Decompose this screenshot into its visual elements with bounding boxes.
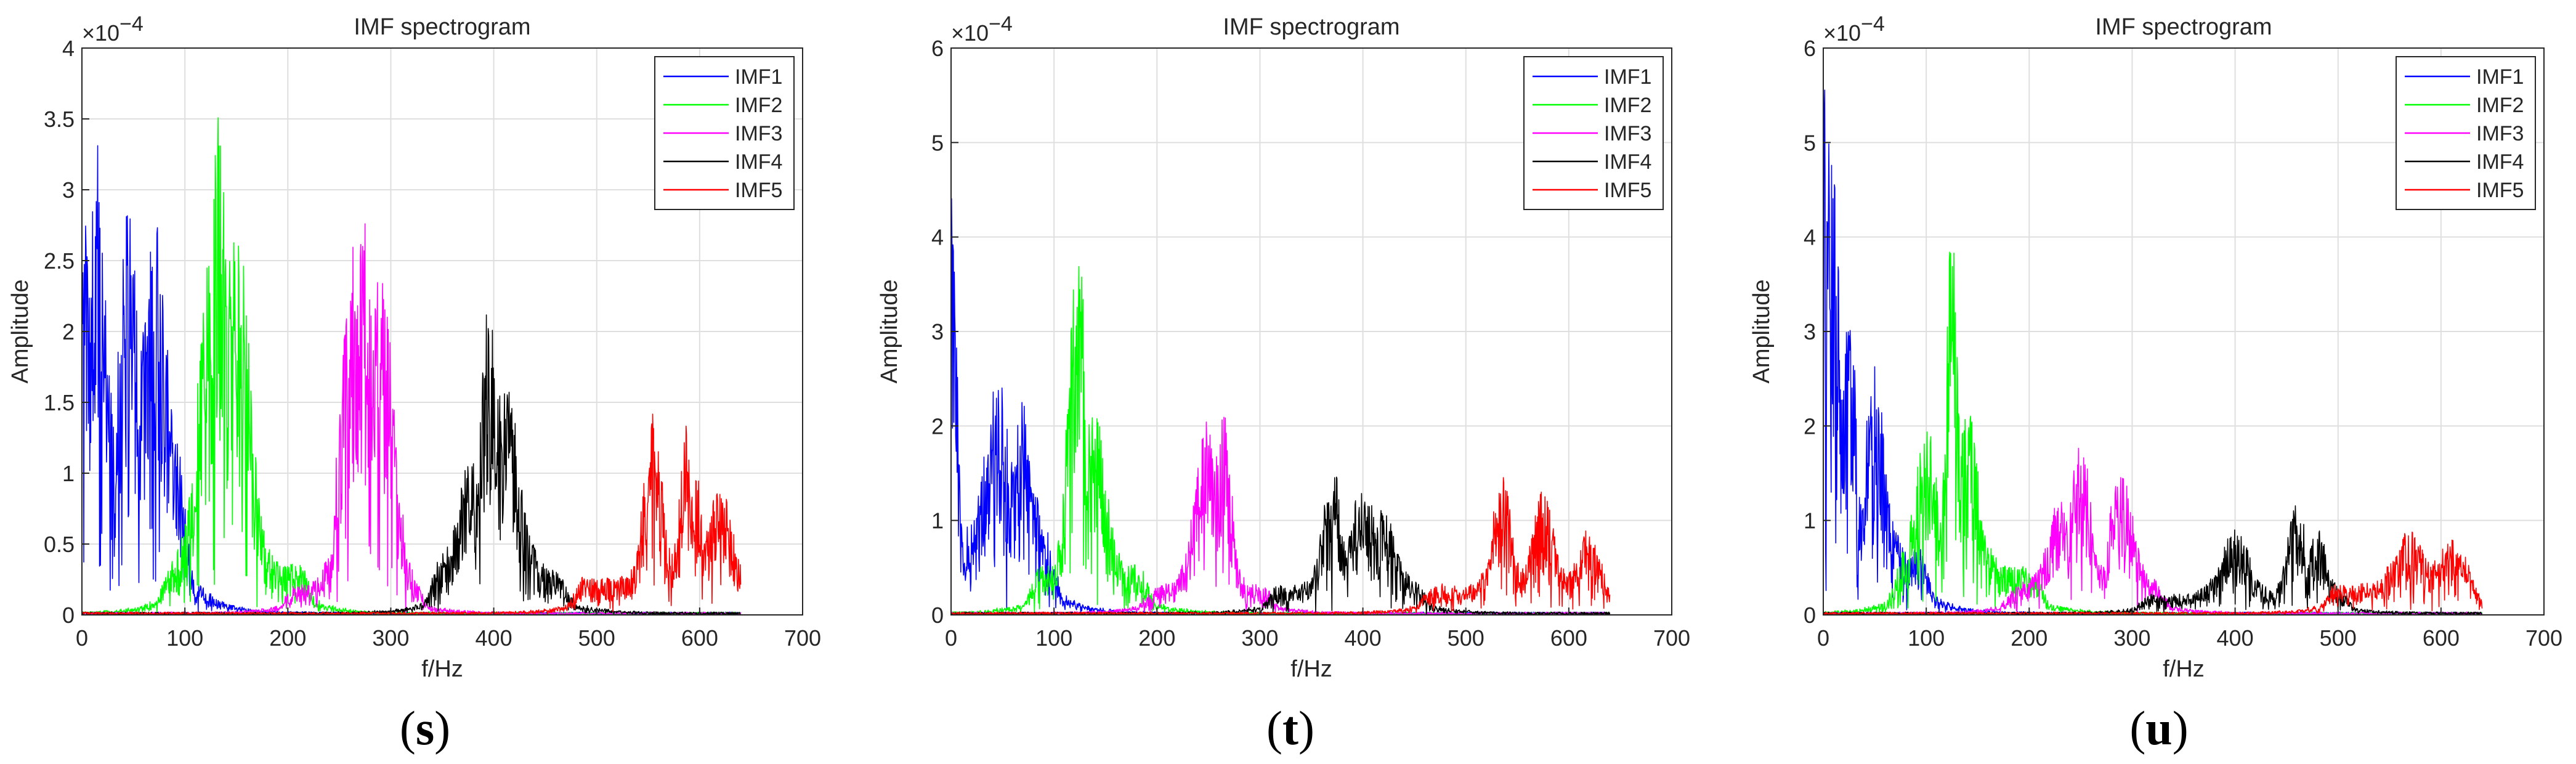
legend-label-imf2: IMF2 [735, 94, 782, 117]
x-tick-label: 0 [1817, 625, 1829, 651]
x-tick-label: 600 [681, 625, 718, 651]
y-tick-label: 0 [62, 603, 75, 628]
y-tick-label: 2 [931, 413, 944, 439]
y-axis-label: Amplitude [1749, 280, 1775, 384]
x-tick-label: 300 [1241, 625, 1278, 651]
y-tick-label: 4 [931, 225, 944, 250]
y-tick-label: 4 [62, 36, 75, 61]
y-tick-label: 3 [62, 177, 75, 203]
y-tick-label: 0 [931, 603, 944, 628]
x-tick-label: 700 [784, 625, 821, 651]
x-axis-label: f/Hz [421, 656, 463, 682]
y-axis-label: Amplitude [877, 280, 902, 384]
y-tick-label: 2.5 [44, 248, 75, 274]
y-tick-label: 1 [1804, 508, 1816, 534]
legend-label-imf2: IMF2 [2476, 94, 2524, 117]
y-tick-label: 5 [931, 130, 944, 155]
legend-label-imf3: IMF3 [2476, 122, 2524, 145]
legend-label-imf1: IMF1 [1604, 65, 1651, 89]
legend: IMF1 IMF2 IMF3 IMF4 IMF5 [654, 56, 795, 210]
y-tick-label: 1 [62, 461, 75, 486]
legend: IMF1 IMF2 IMF3 IMF4 IMF5 [2396, 56, 2536, 210]
x-tick-label: 100 [166, 625, 203, 651]
y-tick-label: 0 [1804, 603, 1816, 628]
panel-caption: (t) [1266, 701, 1314, 755]
legend-label-imf3: IMF3 [735, 122, 782, 145]
x-tick-label: 300 [372, 625, 409, 651]
series-line-imf5 [951, 477, 1611, 615]
chart-title: IMF spectrogram [1223, 14, 1399, 40]
y-exponent-label: ×10−4 [1823, 12, 1885, 46]
x-tick-label: 400 [2217, 625, 2254, 651]
legend-label-imf4: IMF4 [2476, 150, 2524, 174]
legend-label-imf3: IMF3 [1604, 122, 1651, 145]
x-tick-label: 600 [2423, 625, 2460, 651]
panel-caption: (u) [2129, 701, 2188, 755]
x-axis-label: f/Hz [1290, 656, 1332, 682]
y-axis-label: Amplitude [7, 280, 33, 384]
x-tick-label: 100 [1908, 625, 1945, 651]
y-tick-label: 1.5 [44, 390, 75, 415]
legend: IMF1 IMF2 IMF3 IMF4 IMF5 [1523, 56, 1664, 210]
legend-label-imf4: IMF4 [1604, 150, 1651, 174]
y-tick-label: 2 [62, 319, 75, 344]
chart-panel-s: 0 100 200 300 400 500 600 700 0 0.5 1 1.5 2 2.5 3 3.5 4 ×… [7, 12, 821, 682]
x-tick-label: 100 [1035, 625, 1072, 651]
y-tick-label: 3 [931, 319, 944, 344]
chart-panel-t: 0 100 200 300 400 500 600 700 0 1 2 3 4 5 6 ×10−4 IMF sp… [877, 12, 1690, 682]
x-axis-label: f/Hz [2163, 656, 2205, 682]
y-exponent-label: ×10−4 [82, 12, 144, 46]
chart-panel-u: 0 100 200 300 400 500 600 700 0 1 2 3 4 5 6 ×10−4 IMF sp… [1749, 12, 2562, 682]
x-tick-label: 0 [76, 625, 88, 651]
x-tick-label: 400 [1345, 625, 1382, 651]
y-exponent-label: ×10−4 [951, 12, 1013, 46]
y-tick-label: 6 [1804, 36, 1816, 61]
y-tick-label: 3 [1804, 319, 1816, 344]
x-tick-label: 300 [2113, 625, 2150, 651]
x-tick-label: 0 [945, 625, 957, 651]
legend-label-imf5: IMF5 [1604, 179, 1651, 202]
x-tick-label: 500 [578, 625, 615, 651]
y-tick-label: 6 [931, 36, 944, 61]
legend-label-imf4: IMF4 [735, 150, 782, 174]
legend-label-imf5: IMF5 [2476, 179, 2524, 202]
x-tick-label: 200 [2011, 625, 2047, 651]
series-line-imf5 [1823, 531, 2483, 615]
y-tick-label: 1 [931, 508, 944, 534]
y-tick-label: 4 [1804, 225, 1816, 250]
chart-title: IMF spectrogram [354, 14, 530, 40]
y-tick-label: 5 [1804, 130, 1816, 155]
y-tick-label: 3.5 [44, 107, 75, 132]
legend-label-imf2: IMF2 [1604, 94, 1651, 117]
y-tick-label: 2 [1804, 413, 1816, 439]
x-tick-label: 700 [1653, 625, 1690, 651]
x-tick-label: 700 [2525, 625, 2562, 651]
panel-caption: (s) [400, 701, 450, 755]
legend-label-imf5: IMF5 [735, 179, 782, 202]
x-tick-label: 600 [1550, 625, 1587, 651]
y-tick-label: 0.5 [44, 532, 75, 557]
x-tick-label: 500 [1448, 625, 1484, 651]
legend-label-imf1: IMF1 [735, 65, 782, 89]
chart-title: IMF spectrogram [2095, 14, 2272, 40]
legend-label-imf1: IMF1 [2476, 65, 2524, 89]
x-tick-label: 400 [476, 625, 512, 651]
x-tick-label: 200 [269, 625, 306, 651]
x-tick-label: 500 [2320, 625, 2357, 651]
x-tick-label: 200 [1138, 625, 1175, 651]
